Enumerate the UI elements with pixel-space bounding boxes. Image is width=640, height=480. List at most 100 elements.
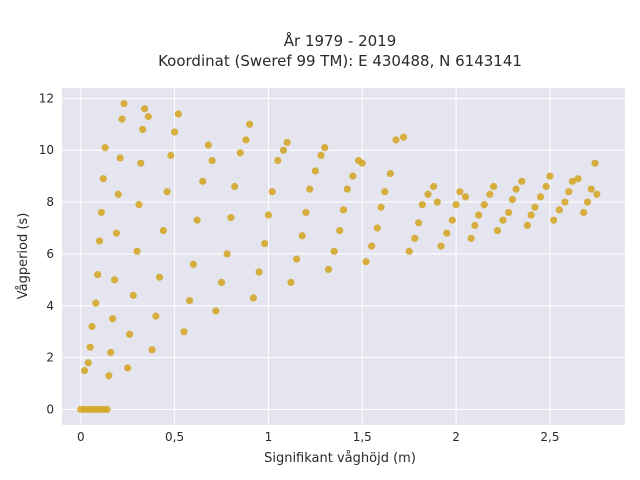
scatter-point — [568, 177, 577, 185]
scatter-point — [94, 271, 102, 279]
scatter-point — [414, 219, 423, 227]
y-tick-label: 12 — [39, 91, 54, 105]
scatter-point — [339, 206, 348, 214]
y-axis-label: Vågperiod (s) — [16, 213, 31, 300]
scatter-point — [159, 226, 167, 235]
scatter-point — [163, 188, 171, 196]
scatter-point — [317, 151, 325, 159]
scatter-point — [125, 330, 134, 338]
scatter-point — [287, 278, 295, 287]
x-tick-labels: 0 0,5 1 1,5 2 2,5 — [77, 430, 560, 444]
y-tick-labels: 0 2 4 6 8 10 12 — [39, 91, 54, 416]
grid-lines — [62, 88, 625, 425]
scatter-point — [95, 237, 104, 245]
y-tick-label: 8 — [46, 195, 54, 209]
scatter-point — [574, 175, 582, 183]
scatter-point — [429, 182, 438, 191]
scatter-point — [101, 144, 109, 152]
scatter-point — [531, 203, 539, 211]
scatter-point — [358, 159, 366, 167]
chart-title-line-1: År 1979 - 2019 — [284, 31, 397, 50]
scatter-point — [555, 206, 563, 214]
scatter-point — [546, 172, 554, 180]
scatter-point — [587, 185, 595, 193]
scatter-point — [137, 159, 145, 167]
scatter-point — [268, 188, 276, 196]
scatter-point — [109, 315, 117, 323]
y-tick-label: 6 — [46, 247, 54, 261]
data-points — [77, 99, 601, 414]
y-tick-label: 10 — [39, 143, 54, 157]
scatter-point — [443, 229, 451, 237]
scatter-point — [499, 216, 507, 224]
scatter-point — [279, 146, 288, 154]
scatter-point — [204, 141, 212, 149]
chart-title-line-2: Koordinat (Sweref 99 TM): E 430488, N 61… — [158, 52, 522, 70]
scatter-point — [116, 154, 124, 162]
scatter-point — [349, 172, 357, 180]
x-tick-label: 2 — [452, 430, 460, 444]
scatter-point — [217, 278, 226, 287]
scatter-point — [88, 322, 96, 331]
scatter-point — [133, 247, 141, 255]
scatter-point — [105, 372, 113, 380]
scatter-point — [512, 185, 520, 193]
scatter-point — [565, 188, 573, 196]
scatter-point — [324, 265, 333, 274]
scatter-point — [236, 149, 244, 157]
scatter-point — [456, 188, 464, 196]
scatter-point — [580, 208, 588, 217]
scatter-point — [561, 198, 569, 206]
scatter-point — [542, 182, 550, 191]
scatter-point — [283, 138, 291, 147]
scatter-point — [591, 159, 599, 167]
scatter-point — [381, 188, 389, 196]
scatter-point — [321, 144, 329, 152]
scatter-point — [139, 125, 147, 134]
scatter-point — [523, 221, 532, 229]
scatter-point — [471, 221, 479, 229]
scatter-point — [493, 226, 501, 235]
x-tick-label: 1 — [265, 430, 273, 444]
x-axis-label: Signifikant våghöjd (m) — [264, 451, 416, 466]
scatter-point — [505, 208, 513, 217]
scatter-point — [114, 190, 122, 198]
scatter-point — [155, 273, 164, 281]
scatter-point — [227, 214, 235, 222]
scatter-point — [112, 229, 121, 237]
scatter-point — [223, 250, 231, 258]
scatter-point — [264, 211, 273, 219]
scatter-point — [452, 201, 460, 209]
scatter-point — [418, 201, 426, 209]
scatter-point — [110, 276, 119, 284]
scatter-point — [180, 328, 188, 336]
scatter-point — [212, 307, 220, 315]
scatter-point — [437, 242, 445, 250]
scatter-point — [199, 177, 207, 185]
scatter-point — [424, 190, 432, 198]
scatter-point — [302, 208, 310, 217]
scatter-point — [171, 128, 179, 136]
scatter-point — [135, 201, 143, 209]
scatter-point — [362, 258, 370, 266]
scatter-point — [433, 198, 441, 206]
scatter-point — [336, 226, 344, 235]
scatter-point — [583, 198, 592, 206]
scatter-point — [92, 299, 100, 307]
scatter-point — [231, 182, 239, 191]
scatter-point — [343, 185, 351, 193]
scatter-point — [508, 195, 516, 204]
scatter-point — [152, 312, 160, 320]
scatter-point — [475, 211, 483, 219]
scatter-point — [174, 110, 182, 118]
plot-background — [62, 88, 625, 425]
scatter-point — [292, 255, 301, 263]
scatter-point — [246, 120, 254, 128]
scatter-point — [298, 232, 306, 240]
scatter-point — [255, 268, 263, 276]
scatter-point — [311, 167, 319, 175]
scatter-point — [461, 193, 470, 201]
scatter-point — [527, 211, 535, 219]
scatter-point — [386, 169, 395, 178]
